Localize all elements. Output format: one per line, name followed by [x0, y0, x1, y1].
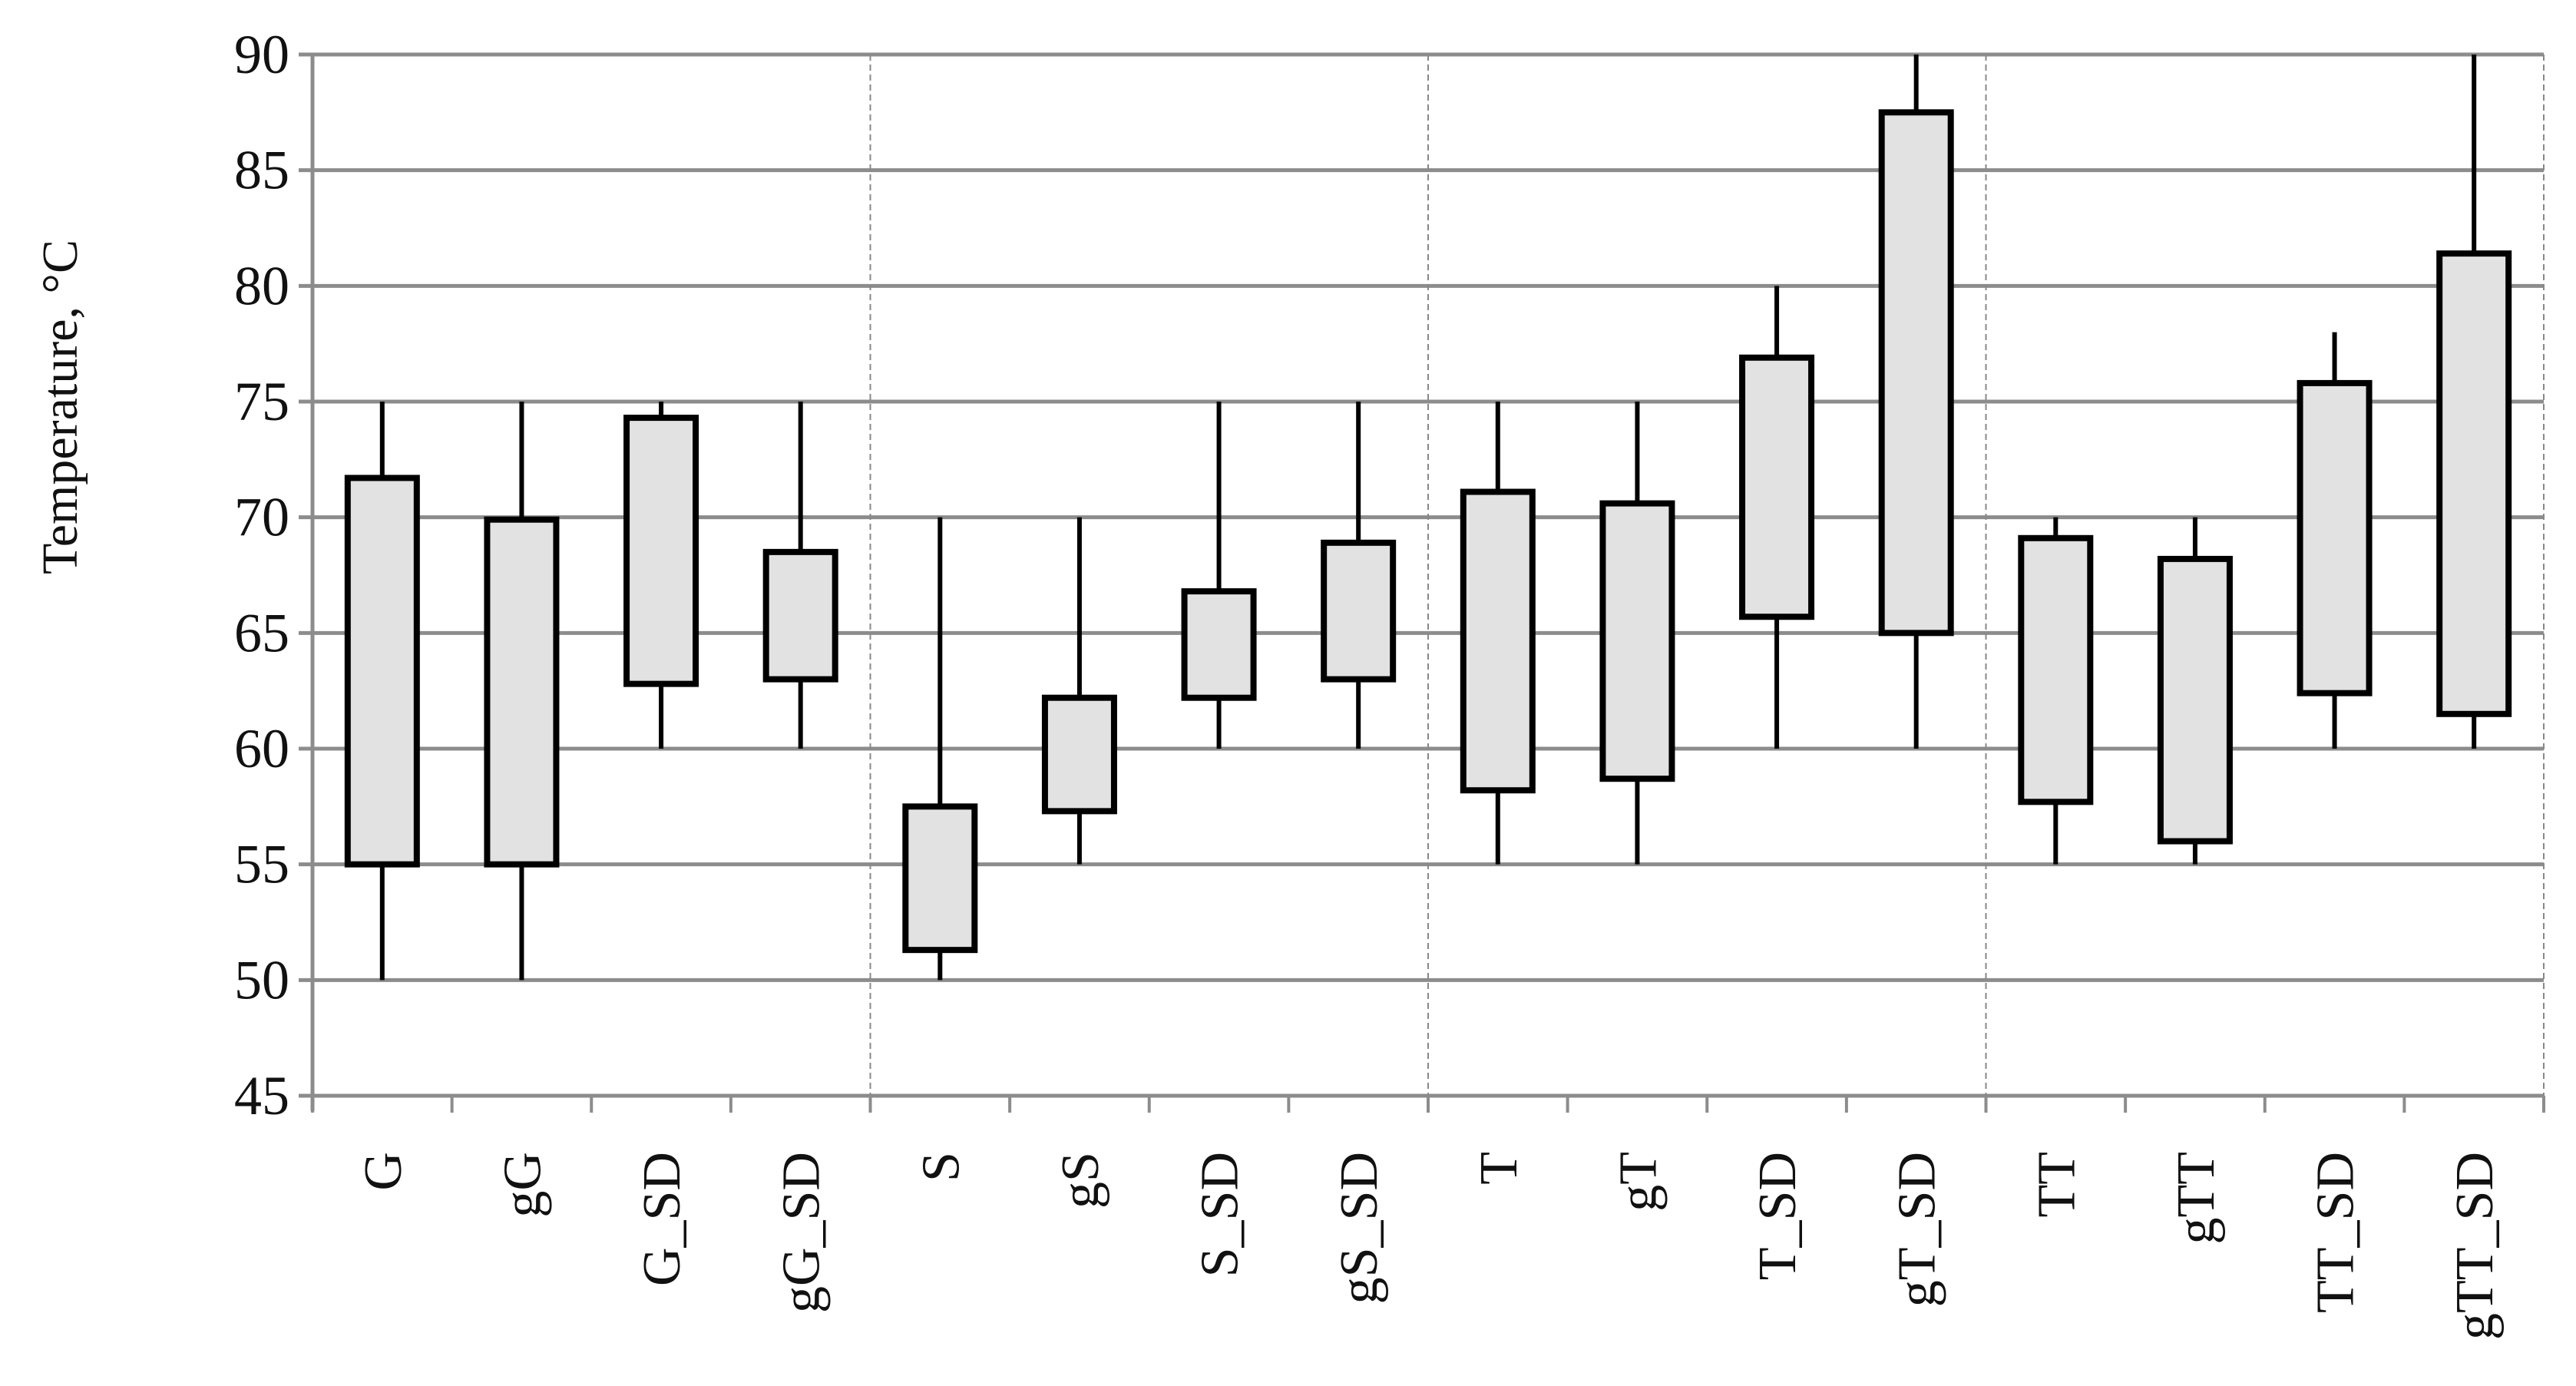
x-tick-label: T — [1470, 1152, 1529, 1185]
x-tick-label: G — [354, 1152, 413, 1191]
y-axis-label: Temperature, °C — [32, 240, 88, 574]
y-tick-label: 80 — [234, 255, 289, 316]
box-gTT — [2157, 555, 2233, 845]
x-tick-label: gS — [1051, 1152, 1110, 1209]
x-tick-label: TT_SD — [2306, 1152, 2366, 1313]
box-gS — [1041, 694, 1117, 815]
y-tick-label: 65 — [234, 602, 289, 663]
x-tick-label: S — [911, 1152, 971, 1182]
box-gTT_SD — [2436, 250, 2512, 717]
x-tick-label: gTT — [2167, 1152, 2226, 1245]
y-tick-label: 90 — [234, 24, 289, 85]
x-tick-label: S_SD — [1191, 1152, 1250, 1277]
x-tick-label: gTT_SD — [2445, 1152, 2505, 1340]
box-T — [1460, 488, 1536, 794]
box-S — [902, 803, 978, 954]
axes — [310, 55, 2545, 1113]
box-S_SD — [1181, 588, 1257, 701]
x-tick-label: T_SD — [1748, 1152, 1807, 1280]
y-tick-label: 45 — [234, 1065, 289, 1126]
boxes — [344, 55, 2512, 981]
box-gT — [1599, 500, 1675, 782]
box-TT — [2018, 534, 2094, 805]
y-tick-label: 50 — [234, 949, 289, 1011]
x-tick-label: gT — [1609, 1152, 1668, 1212]
box-G_SD — [623, 415, 699, 687]
x-tick-label: gG — [493, 1152, 552, 1218]
box-TT_SD — [2297, 379, 2373, 696]
x-tick-label: G_SD — [633, 1152, 692, 1286]
x-tick-label: gS_SD — [1330, 1152, 1389, 1304]
box-gS_SD — [1321, 539, 1397, 683]
box-G — [344, 475, 420, 868]
box-gG — [484, 516, 560, 868]
y-tick-label: 60 — [234, 718, 289, 779]
box-gT_SD — [1878, 109, 1954, 637]
box-T_SD — [1739, 354, 1815, 620]
x-tick-label: gG_SD — [772, 1152, 832, 1313]
y-tick-label: 85 — [234, 140, 289, 201]
group-separators — [869, 55, 2545, 1096]
y-tick-labels: 45 50 55 60 65 70 75 80 85 90 — [234, 24, 289, 1126]
x-tick-label: gT_SD — [1888, 1152, 1947, 1307]
box-gG_SD — [762, 548, 838, 683]
x-tick-label: TT — [2027, 1152, 2086, 1218]
y-tick-label: 55 — [234, 834, 289, 895]
y-tick-label: 75 — [234, 371, 289, 432]
y-tick-label: 70 — [234, 487, 289, 548]
